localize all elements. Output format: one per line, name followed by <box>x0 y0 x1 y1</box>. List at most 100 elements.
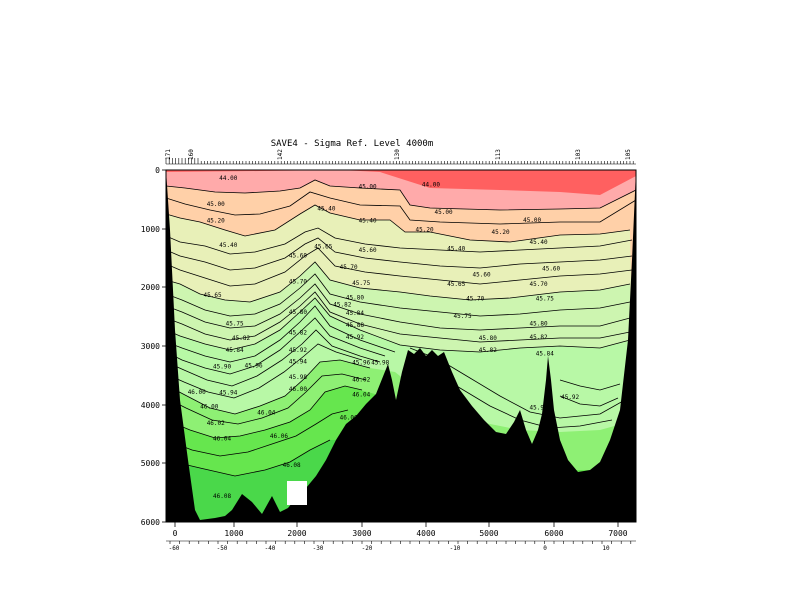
contour-label: 45.00 <box>523 217 541 224</box>
contour-label: 45.40 <box>530 239 548 246</box>
contour-label: 45.80 <box>479 335 497 342</box>
distance-tick-label: 2000 <box>287 529 306 538</box>
contour-label: 45.65 <box>447 281 465 288</box>
latitude-tick-label: -50 <box>217 545 228 552</box>
contour-line <box>166 297 631 353</box>
contour-label: 46.06 <box>270 433 288 440</box>
contour-line <box>166 305 396 363</box>
contour-label: 45.60 <box>542 266 560 273</box>
contour-label: 45.90 <box>213 364 231 371</box>
contour-label: 45.70 <box>530 281 548 288</box>
distance-tick-label: 3000 <box>352 529 371 538</box>
contour-label: 45.40 <box>317 206 335 213</box>
contour-line <box>166 227 633 255</box>
contour-label: 45.20 <box>207 218 225 225</box>
contour-label: 45.98 <box>371 359 389 366</box>
contour-label: 46.04 <box>352 392 370 399</box>
distance-tick-label: 5000 <box>479 529 498 538</box>
contour-line <box>166 317 386 375</box>
seafloor-bathymetry <box>166 170 636 522</box>
contour-label: 45.20 <box>416 226 434 233</box>
latitude-tick-label: -40 <box>265 545 276 552</box>
contour-label: 45.80 <box>346 294 364 301</box>
latitude-axis: -60 -50 -40 -30 -20 -10 0 10 <box>166 540 636 552</box>
contour-label: 45.96 <box>245 362 263 369</box>
contour-line <box>166 439 331 477</box>
contour-label: 46.04 <box>213 436 231 443</box>
contour-label: 45.82 <box>479 347 497 354</box>
station-tick-label: 130 <box>394 149 401 160</box>
contour-label: 45.70 <box>466 296 484 303</box>
contour-label: 45.98 <box>289 374 307 381</box>
contour-line <box>166 343 363 399</box>
distance-tick-label: 7000 <box>608 529 627 538</box>
latitude-tick-label: -30 <box>313 545 324 552</box>
contour-label: 45.82 <box>530 334 548 341</box>
contour-label: 45.65 <box>314 243 332 250</box>
depth-tick-label: 1000 <box>141 225 160 234</box>
latitude-tick-label: 10 <box>602 545 610 552</box>
latitude-tick-label: -10 <box>450 545 461 552</box>
contour-label: 45.75 <box>226 321 244 328</box>
contour-label: 45.82 <box>289 330 307 337</box>
station-tick-label: 171 <box>165 149 172 160</box>
contour-label: 45.96 <box>352 359 370 366</box>
contour-line <box>166 329 381 387</box>
contour-label: 46.08 <box>213 493 231 500</box>
depth-tick-label: 5000 <box>141 459 160 468</box>
contour-line <box>166 261 631 303</box>
contour-label: 46.04 <box>257 409 275 416</box>
station-tick-label: 142 <box>277 149 284 160</box>
contour-label: 44.00 <box>422 182 440 189</box>
contour-line <box>166 373 367 425</box>
contour-label: 45.92 <box>289 347 307 354</box>
contour-label: 45.92 <box>561 394 579 401</box>
contour-label: 44.00 <box>219 175 237 182</box>
contour-label: 45.60 <box>289 253 307 260</box>
depth-tick-label: 4000 <box>141 401 160 410</box>
blank-data-patch <box>287 481 307 505</box>
distance-tick-label: 4000 <box>416 529 435 538</box>
contour-label: 45.65 <box>204 292 222 299</box>
contour-label: 45.82 <box>232 335 250 342</box>
contour-label: 46.08 <box>283 462 301 469</box>
contour-label: 45.40 <box>219 242 237 249</box>
depth-tick-label: 0 <box>155 166 160 175</box>
contour-label: 45.84 <box>226 347 244 354</box>
contour-label: 46.02 <box>207 420 225 427</box>
contour-label: 45.88 <box>346 322 364 329</box>
contour-line <box>166 179 636 211</box>
contour-line <box>166 283 631 331</box>
depth-axis: 0 1000 2000 3000 4000 5000 6000 <box>141 166 166 527</box>
depth-tick-label: 2000 <box>141 283 160 292</box>
distance-tick-label: 1000 <box>224 529 243 538</box>
contour-line <box>166 191 636 225</box>
contour-line <box>166 385 363 439</box>
contour-line <box>166 237 633 271</box>
contour-label: 45.00 <box>435 209 453 216</box>
contour-label: 45.40 <box>447 246 465 253</box>
distance-tick-label: 0 <box>173 529 178 538</box>
station-tick-label: 160 <box>188 149 195 160</box>
station-tick-label: 105 <box>625 149 632 160</box>
contour-label: 45.60 <box>473 271 491 278</box>
latitude-tick-label: 0 <box>543 545 547 552</box>
contour-label: 46.00 <box>188 389 206 396</box>
chart-title: SAVE4 - Sigma Ref. Level 4000m <box>271 139 434 149</box>
contour-label: 45.00 <box>207 201 225 208</box>
latitude-tick-label: -20 <box>362 545 373 552</box>
station-tick-label: 103 <box>575 149 582 160</box>
contour-field <box>166 170 636 522</box>
contour-line <box>166 409 349 457</box>
contour-line <box>166 247 633 287</box>
contour-lines <box>166 179 636 477</box>
contour-label: 45.84 <box>536 351 554 358</box>
contour-label: 46.06 <box>340 415 358 422</box>
distance-tick-label: 6000 <box>544 529 563 538</box>
contour-label: 45.84 <box>346 310 364 317</box>
contour-label: 45.75 <box>454 313 472 320</box>
depth-tick-label: 3000 <box>141 342 160 351</box>
contour-label: 45.00 <box>359 183 377 190</box>
contour-label: 45.82 <box>333 301 351 308</box>
